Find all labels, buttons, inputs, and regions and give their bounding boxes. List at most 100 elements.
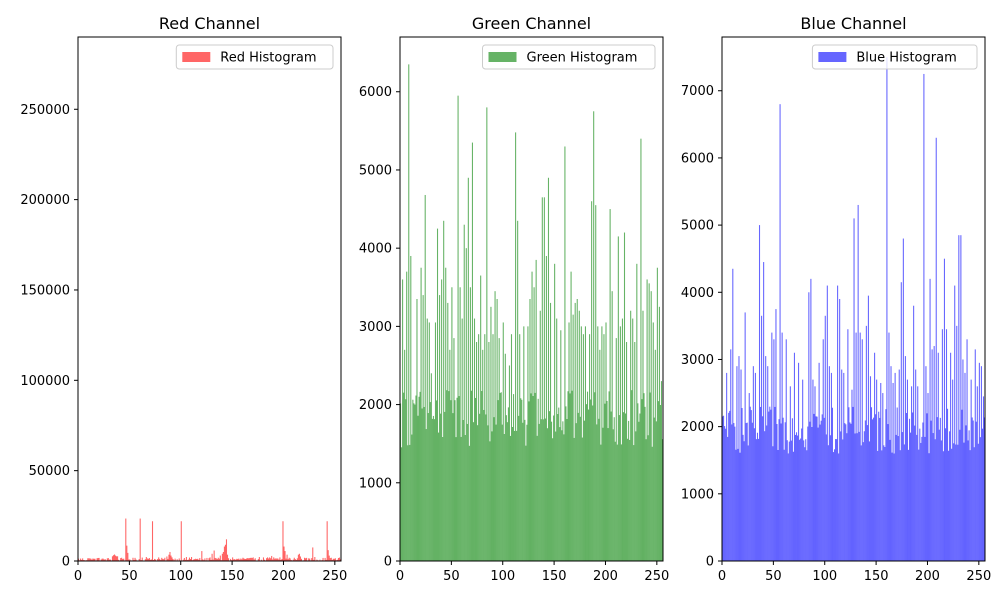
histogram-bar	[536, 435, 538, 561]
histogram-bar	[659, 404, 661, 561]
histogram-bar	[858, 431, 860, 561]
histogram-bar	[225, 539, 228, 561]
histogram-bar	[746, 422, 748, 561]
histogram-bar	[920, 442, 922, 561]
histogram-bar	[802, 379, 804, 561]
histogram-bar	[825, 434, 827, 561]
histogram-bar	[750, 410, 752, 561]
histogram-bar	[211, 553, 213, 561]
histogram-bar	[198, 559, 200, 561]
legend-swatch	[488, 52, 517, 62]
histogram-bar	[900, 282, 902, 561]
histogram-bar	[176, 559, 178, 561]
histogram-bar	[975, 421, 977, 561]
histogram-bar	[308, 558, 310, 561]
histogram-bar	[972, 420, 974, 561]
y-tick-label: 3000	[681, 353, 714, 368]
histogram-bar	[946, 408, 949, 561]
histogram-bar	[456, 397, 458, 561]
histogram-bar	[556, 318, 558, 561]
histogram-bar	[624, 413, 627, 561]
histogram-bar	[828, 366, 830, 561]
histogram-bar	[103, 559, 105, 561]
histogram-bar	[755, 439, 757, 561]
histogram-bar	[88, 558, 90, 561]
histogram-bar	[305, 558, 307, 561]
histogram-bar	[122, 558, 124, 561]
histogram-bar	[419, 391, 421, 561]
histogram-bar	[651, 446, 653, 561]
histogram-bar	[123, 558, 125, 561]
histogram-bar	[253, 559, 255, 561]
histogram-bar	[204, 558, 206, 561]
histogram-bar	[297, 554, 299, 561]
histogram-bar	[404, 349, 406, 561]
histogram-bar	[934, 439, 936, 561]
histogram-bar	[618, 415, 620, 561]
histogram-bar	[901, 432, 903, 561]
histogram-bar	[415, 395, 417, 561]
histogram-bar	[576, 299, 578, 561]
histogram-bar	[601, 326, 603, 561]
histogram-bar	[126, 545, 128, 561]
legend-swatch	[818, 52, 847, 62]
y-tick-label: 200000	[20, 193, 70, 208]
histogram-bar	[97, 557, 99, 561]
histogram-bar	[487, 425, 489, 561]
histogram-bar	[808, 292, 810, 561]
histogram-bar	[407, 445, 409, 561]
histogram-bar	[440, 413, 442, 561]
histogram-bar	[636, 263, 638, 561]
histogram-bar	[907, 449, 910, 561]
histogram-bar	[180, 521, 182, 561]
histogram-bar	[833, 449, 836, 561]
histogram-bar	[522, 422, 524, 561]
histogram-bar	[845, 424, 847, 561]
histogram-bar	[332, 558, 334, 561]
histogram-bar	[631, 390, 633, 561]
histogram-bar	[898, 369, 900, 561]
histogram-bar	[559, 427, 561, 561]
histogram-bar	[772, 446, 774, 561]
histogram-bar	[304, 557, 306, 561]
histogram-bar	[296, 558, 298, 561]
histogram-bar	[887, 424, 889, 561]
histogram-bar	[851, 389, 853, 561]
x-tick-label: 200	[593, 569, 618, 584]
histogram-bar	[906, 379, 908, 561]
histogram-bar	[468, 445, 470, 561]
histogram-bar	[961, 409, 963, 561]
histogram-bar	[551, 421, 553, 561]
histogram-bar	[178, 558, 180, 561]
histogram-bar	[520, 398, 522, 561]
histogram-bar	[186, 559, 188, 561]
histogram-bar	[502, 322, 504, 561]
y-tick-label: 150000	[20, 283, 70, 298]
histogram-bar	[723, 415, 725, 561]
histogram-bar	[232, 557, 234, 561]
histogram-bar	[273, 557, 275, 561]
histogram-bar	[188, 557, 191, 561]
histogram-bar	[566, 419, 568, 561]
histogram-bar	[814, 386, 816, 561]
histogram-bar	[558, 407, 560, 561]
histogram-bar	[593, 111, 595, 562]
histogram-bar	[599, 349, 601, 561]
histogram-bar	[267, 557, 269, 561]
histogram-bar	[484, 334, 486, 561]
histogram-bar	[945, 329, 948, 561]
histogram-bar	[234, 559, 236, 561]
histogram-bar	[612, 429, 614, 561]
histogram-bar	[893, 453, 895, 561]
histogram-bar	[839, 299, 841, 561]
histogram-bar	[930, 420, 932, 561]
histogram-bar	[145, 557, 147, 561]
histogram-bar	[867, 295, 869, 561]
histogram-bar	[338, 557, 341, 561]
histogram-bar	[149, 559, 151, 561]
histogram-bar	[451, 287, 453, 561]
histogram-bar	[441, 279, 443, 561]
histogram-bar	[629, 439, 631, 561]
histogram-bar	[473, 318, 476, 561]
histogram-bar	[806, 450, 808, 561]
